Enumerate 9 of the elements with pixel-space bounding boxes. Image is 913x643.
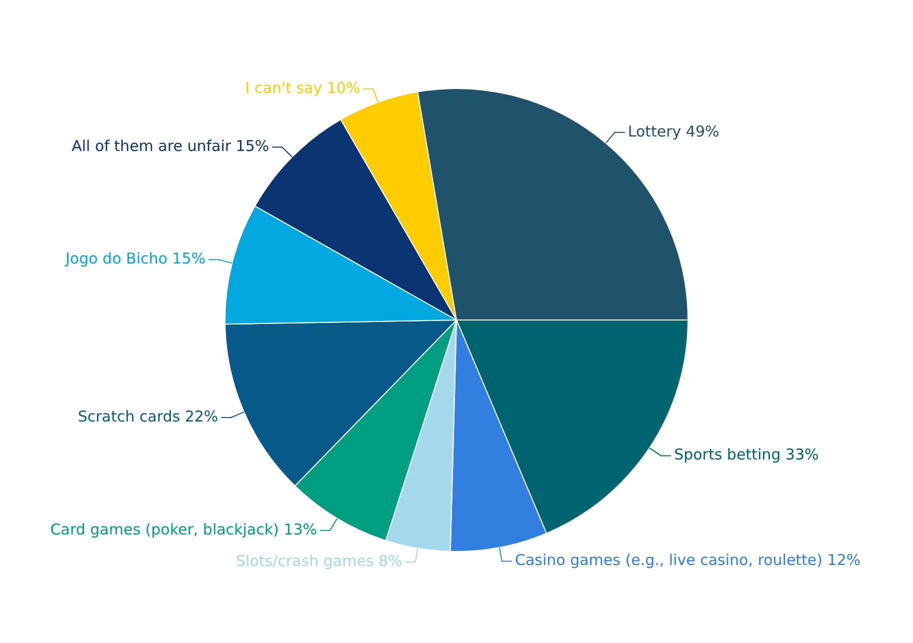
slice-label: Lottery 49%: [628, 122, 720, 140]
slice-label: I can't say 10%: [245, 78, 360, 97]
slice-label: All of them are unfair 15%: [72, 137, 270, 156]
slice-label: Sports betting 33%: [674, 446, 819, 464]
slice-label: Casino games (e.g., live casino, roulette) 12%: [514, 551, 861, 570]
slice-label: Card games (poker, blackjack) 13%: [50, 520, 317, 538]
slice-label: Scratch cards 22%: [78, 407, 218, 426]
slice-label: Jogo do Bicho 15%: [64, 250, 206, 268]
slice-label: Slots/crash games 8%: [236, 552, 402, 570]
